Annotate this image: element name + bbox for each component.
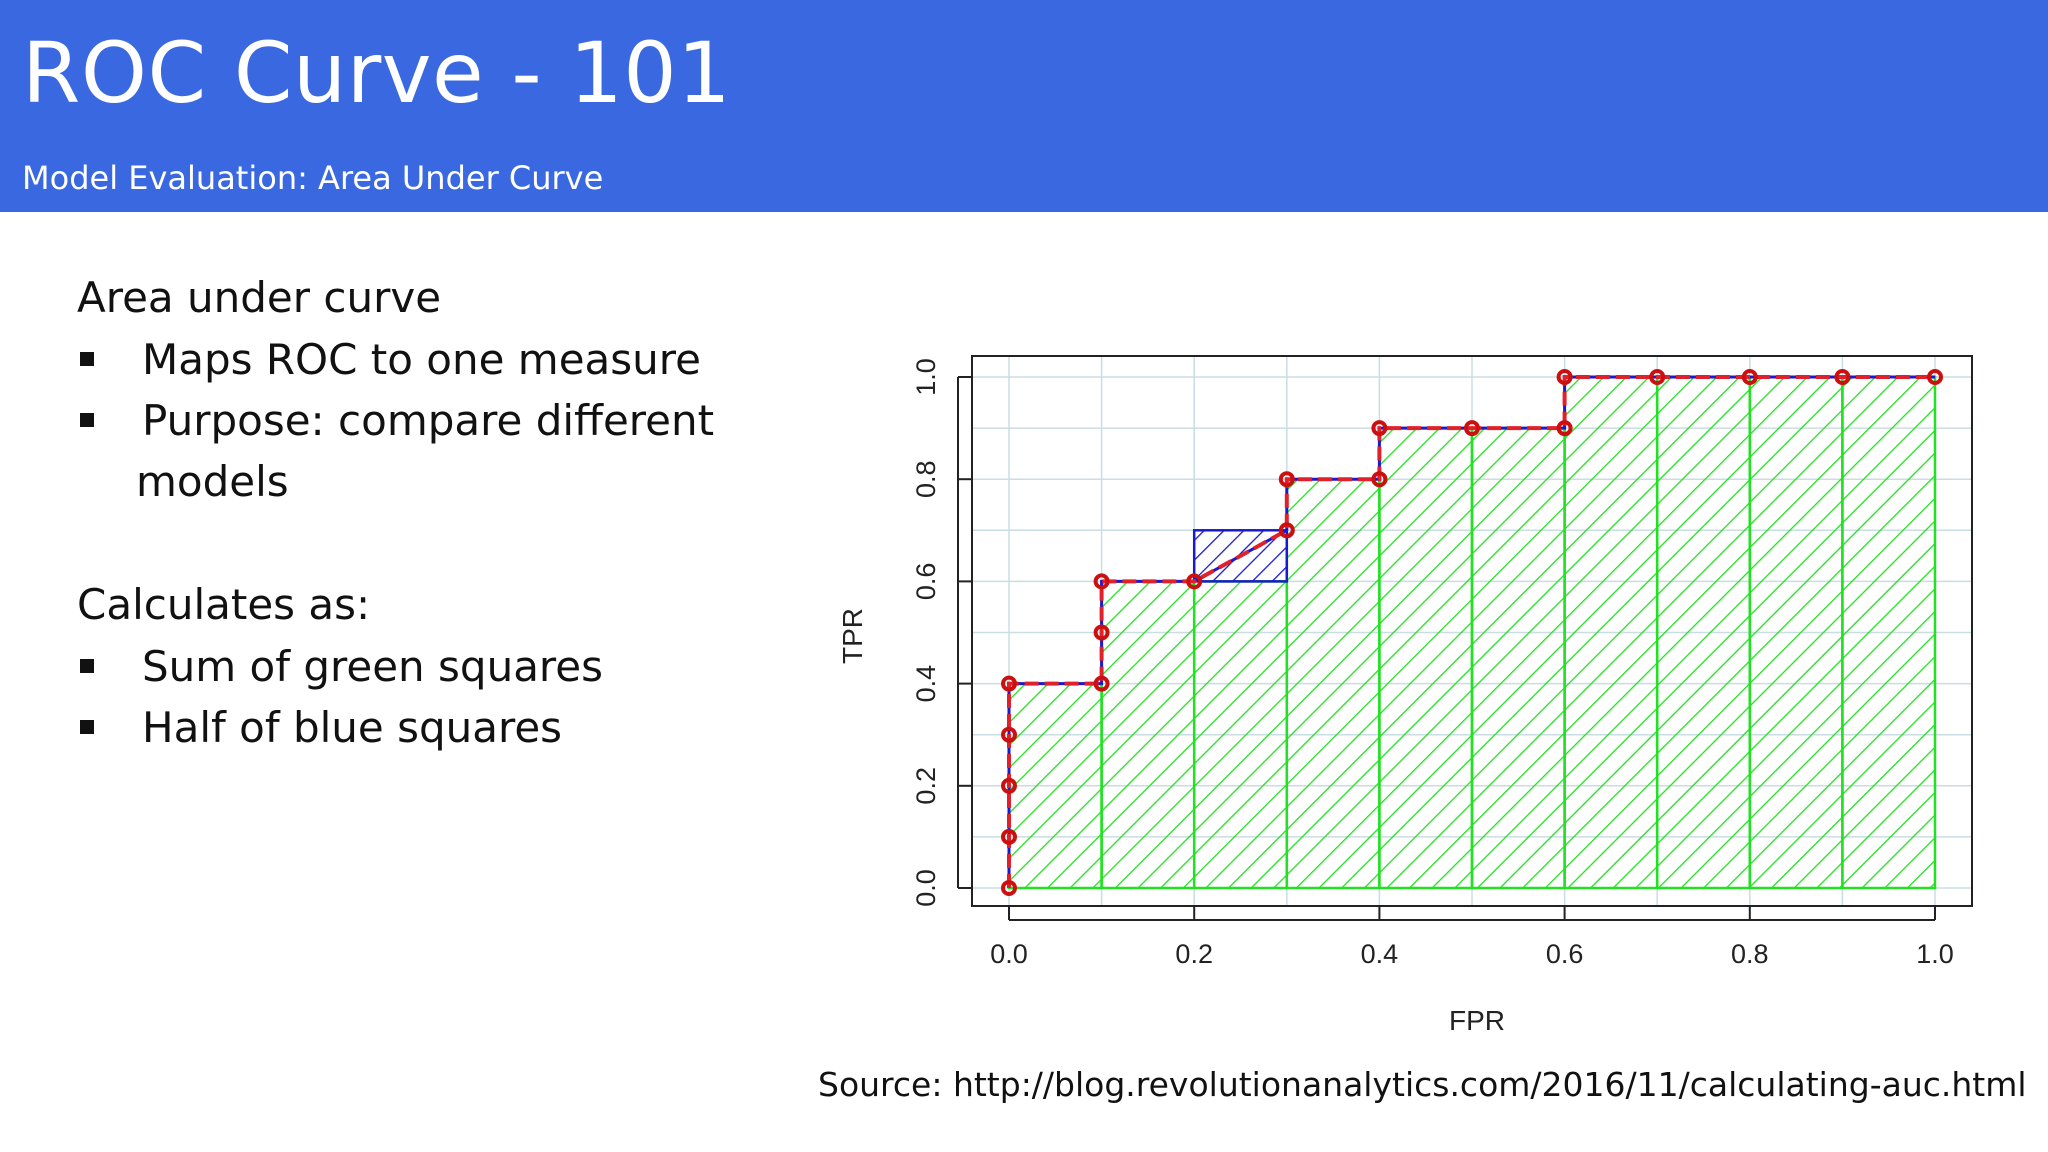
roc-point (1001, 726, 1017, 743)
y-tick-label: 1.0 (911, 358, 941, 396)
bullet-marker (80, 720, 94, 734)
roc-curve-line (1007, 375, 1935, 888)
roc-point (1001, 828, 1017, 845)
roc-chart: FPR TPR 0.0 0.2 0.4 0.6 0.8 1.0 0.0 0.2 0.4 0.6 0.… (800, 320, 2020, 1060)
y-tick-label: 0.6 (911, 563, 941, 601)
x-tick-label: 0.2 (1175, 939, 1213, 969)
roc-point (1001, 675, 1017, 692)
slide-title: ROC Curve - 101 (22, 24, 732, 122)
green-square-fill (1194, 581, 1287, 888)
roc-point (1649, 369, 1666, 385)
section-heading-calc: Calculates as: (77, 580, 371, 629)
plot-frame (971, 355, 1973, 907)
y-tick-label: 0.4 (911, 665, 941, 703)
green-square-fill (1564, 377, 1658, 888)
roc-chart-svg: FPR TPR 0.0 0.2 0.4 0.6 0.8 1.0 0.0 0.2 0.4 0.6 0.… (837, 355, 1973, 1036)
green-square-fill (1009, 683, 1102, 888)
x-tick-label: 0.0 (990, 939, 1028, 969)
section-heading-area: Area under curve (77, 273, 442, 322)
auc-areas (1007, 375, 1937, 890)
x-tick-label: 1.0 (1916, 939, 1954, 969)
roc-point (1093, 675, 1110, 692)
roc-point (1556, 420, 1573, 437)
green-square-fill (1101, 581, 1195, 888)
blue-square-outline (1192, 529, 1289, 583)
roc-point (1464, 420, 1480, 437)
roc-point (1278, 522, 1295, 539)
x-tick-label: 0.4 (1361, 939, 1399, 969)
green-square-fill (1842, 377, 1935, 888)
bullet-text: Purpose: compare different (142, 396, 715, 445)
y-axis-label: TPR (837, 608, 868, 664)
roc-point (1834, 369, 1851, 385)
green-square-fill (1472, 428, 1565, 888)
roc-point (1371, 471, 1388, 488)
roc-point (1278, 471, 1295, 488)
green-square-fill (1657, 377, 1750, 888)
slide-header: ROC Curve - 101 Model Evaluation: Area U… (0, 0, 2048, 212)
green-square-fill (1749, 377, 1843, 888)
y-tick-label: 0.2 (911, 767, 941, 805)
bullet-text: Sum of green squares (142, 642, 603, 691)
x-tick-label: 0.6 (1546, 939, 1584, 969)
x-axis-label: FPR (1449, 1005, 1505, 1036)
roc-point (1556, 369, 1573, 385)
roc-point (1001, 777, 1017, 794)
bullet-text: Maps ROC to one measure (142, 335, 701, 384)
roc-point (1093, 573, 1110, 590)
source-citation: Source: http://blog.revolutionanalytics.… (818, 1065, 2027, 1104)
roc-curve (1001, 369, 1943, 896)
bullet-marker (80, 352, 94, 366)
y-tick-label: 0.8 (911, 460, 941, 498)
bullet-text: Half of blue squares (142, 703, 563, 752)
slide-subtitle: Model Evaluation: Area Under Curve (22, 159, 604, 197)
green-square-fill (1286, 479, 1380, 888)
green-square-fill (1379, 428, 1472, 888)
roc-point (1371, 420, 1388, 437)
bullet-text-continuation: models (136, 457, 289, 506)
bullet-marker (80, 413, 94, 427)
bullet-marker (80, 659, 94, 673)
roc-point (1741, 369, 1758, 385)
axes: FPR TPR 0.0 0.2 0.4 0.6 0.8 1.0 0.0 0.2 0.4 0.6 0.… (837, 355, 1973, 1036)
roc-point (1186, 573, 1203, 590)
roc-point (1927, 369, 1943, 385)
x-tick-label: 0.8 (1731, 939, 1769, 969)
roc-point (1093, 624, 1110, 641)
roc-point (1001, 880, 1017, 896)
y-tick-label: 0.0 (911, 869, 941, 907)
